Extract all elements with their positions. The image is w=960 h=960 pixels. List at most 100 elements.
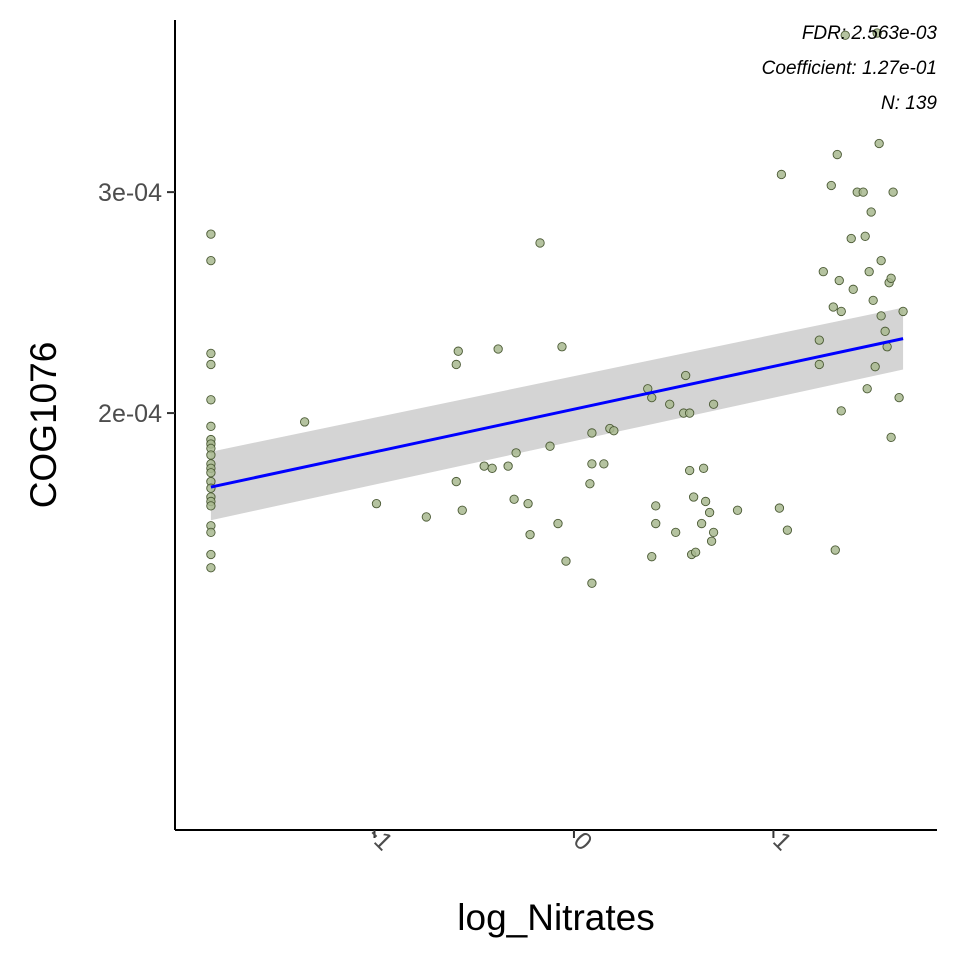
data-point bbox=[874, 138, 884, 149]
data-point bbox=[421, 512, 431, 522]
data-point bbox=[671, 527, 681, 538]
data-point bbox=[774, 503, 785, 513]
data-point bbox=[688, 492, 699, 502]
data-point bbox=[840, 30, 850, 40]
data-point bbox=[826, 180, 836, 191]
data-point bbox=[696, 518, 707, 529]
data-point bbox=[860, 231, 870, 241]
data-point bbox=[371, 499, 382, 509]
data-point bbox=[557, 342, 567, 352]
data-point bbox=[647, 552, 657, 562]
data-point bbox=[535, 238, 545, 248]
data-point bbox=[814, 359, 824, 370]
data-point bbox=[206, 501, 216, 511]
data-point bbox=[898, 306, 908, 317]
x-tick-label: -1 bbox=[363, 821, 399, 857]
data-point bbox=[487, 463, 497, 473]
data-point bbox=[206, 549, 216, 560]
data-point bbox=[894, 392, 904, 403]
data-point bbox=[523, 499, 533, 509]
data-point bbox=[206, 348, 216, 359]
regression-line bbox=[210, 337, 904, 489]
data-point bbox=[206, 563, 216, 573]
data-point bbox=[828, 302, 838, 312]
data-point bbox=[886, 432, 896, 443]
data-point bbox=[848, 284, 858, 294]
data-point bbox=[206, 229, 216, 239]
x-tick-label: 1 bbox=[767, 827, 797, 857]
data-point bbox=[880, 326, 890, 336]
data-point bbox=[708, 527, 719, 538]
annotation-line: Coefficient: 1.27e-01 bbox=[762, 58, 937, 79]
data-point bbox=[776, 169, 787, 180]
data-point bbox=[704, 507, 715, 518]
data-point bbox=[681, 370, 691, 381]
data-point bbox=[684, 465, 695, 476]
data-point bbox=[858, 187, 868, 197]
data-point bbox=[609, 426, 619, 436]
data-point bbox=[587, 428, 597, 438]
data-point bbox=[876, 311, 886, 321]
data-point bbox=[698, 463, 709, 473]
data-point bbox=[782, 525, 793, 535]
data-point bbox=[732, 505, 743, 515]
data-point bbox=[870, 362, 880, 372]
data-point bbox=[862, 384, 872, 394]
data-point bbox=[868, 295, 878, 306]
data-point bbox=[511, 448, 521, 458]
data-point bbox=[493, 344, 503, 354]
data-point bbox=[700, 496, 711, 507]
data-point bbox=[206, 468, 216, 478]
data-point bbox=[509, 494, 519, 504]
data-point bbox=[587, 578, 597, 588]
data-point bbox=[651, 501, 661, 511]
y-axis-ticks: 2e-04 3e-04 bbox=[98, 179, 175, 428]
data-point bbox=[834, 275, 844, 286]
annotation-line: FDR: 2.563e-03 bbox=[802, 23, 938, 44]
data-point bbox=[836, 306, 846, 317]
annotation-line: N: 139 bbox=[881, 93, 937, 114]
y-axis-title: COG1076 bbox=[23, 342, 64, 509]
data-point bbox=[864, 267, 874, 277]
data-point bbox=[832, 149, 842, 160]
data-point bbox=[457, 505, 467, 515]
data-point bbox=[587, 459, 597, 469]
data-point bbox=[888, 187, 898, 197]
data-point bbox=[451, 359, 461, 370]
data-point bbox=[651, 518, 661, 529]
data-point bbox=[665, 399, 675, 409]
data-point bbox=[818, 267, 828, 277]
data-point bbox=[206, 255, 216, 266]
data-point bbox=[876, 255, 886, 266]
data-point bbox=[836, 406, 846, 416]
x-axis-title: log_Nitrates bbox=[457, 897, 654, 938]
data-point bbox=[300, 417, 310, 427]
data-point bbox=[814, 335, 824, 345]
x-tick-label: 0 bbox=[568, 827, 598, 857]
data-point bbox=[206, 395, 216, 405]
data-point bbox=[872, 28, 882, 38]
data-point bbox=[206, 450, 216, 460]
data-point bbox=[525, 529, 535, 540]
data-point bbox=[585, 479, 595, 489]
data-point bbox=[846, 233, 856, 244]
plot-area bbox=[206, 28, 908, 588]
data-point bbox=[206, 421, 216, 431]
data-point bbox=[830, 545, 840, 555]
data-point bbox=[684, 408, 695, 418]
data-point bbox=[561, 556, 571, 566]
data-point bbox=[479, 461, 489, 471]
data-point bbox=[708, 399, 719, 409]
data-point bbox=[503, 461, 513, 471]
data-point bbox=[453, 346, 463, 356]
data-point bbox=[866, 207, 876, 217]
x-axis-ticks: -1 0 1 bbox=[363, 821, 797, 857]
data-point bbox=[886, 273, 896, 283]
data-point bbox=[599, 459, 609, 469]
data-point bbox=[690, 547, 701, 557]
stats-annotation: FDR: 2.563e-03 Coefficient: 1.27e-01 N: 13… bbox=[762, 23, 938, 114]
data-point bbox=[451, 476, 461, 487]
data-points bbox=[206, 28, 908, 588]
y-tick-label: 3e-04 bbox=[98, 179, 162, 207]
